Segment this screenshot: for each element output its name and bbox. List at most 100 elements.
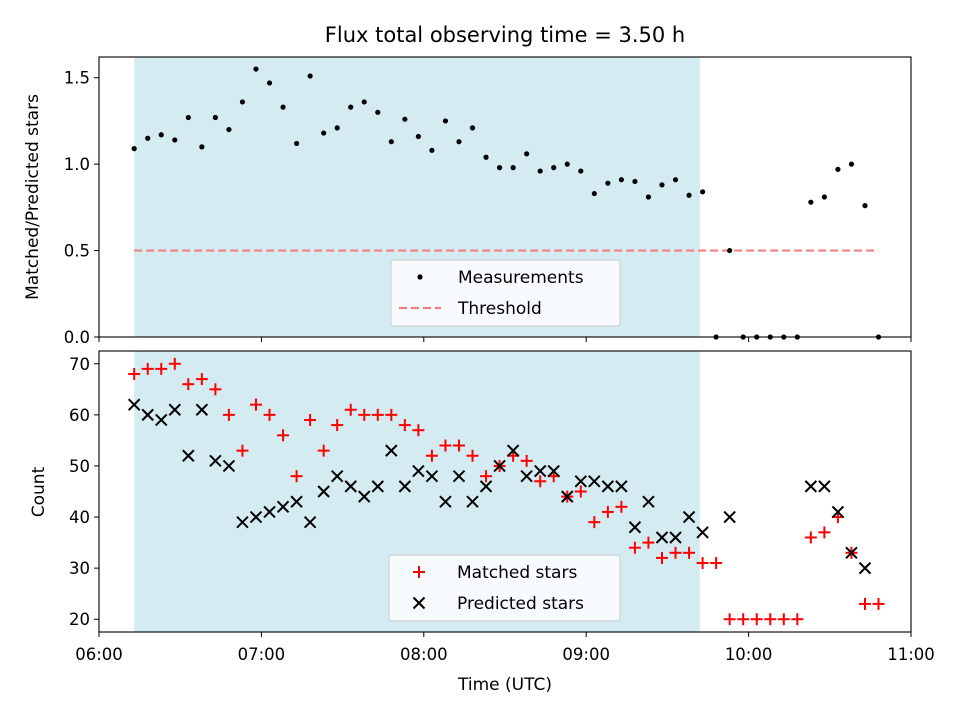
measurement-point	[686, 192, 692, 198]
matched-star-point	[696, 557, 709, 570]
measurement-point	[375, 109, 381, 115]
predicted-star-point	[412, 464, 425, 478]
predicted-star-point	[655, 531, 669, 544]
matched-star-point	[398, 419, 411, 432]
measurement-point	[591, 190, 597, 197]
matched-star-point	[439, 439, 452, 452]
matched-star-point	[425, 449, 438, 462]
predicted-star-point	[168, 403, 181, 416]
matched-star-point	[209, 383, 222, 396]
y-tick-label: 0.5	[64, 242, 90, 261]
predicted-star-point	[155, 413, 168, 427]
measurement-point	[348, 104, 354, 110]
measurement-point	[659, 182, 665, 188]
matched-star-point	[452, 439, 465, 452]
legend-box	[388, 554, 621, 622]
predicted-star-point	[493, 459, 506, 473]
measurement-point	[645, 194, 652, 200]
x-tick-label: 11:00	[887, 645, 935, 664]
legend-label-predicted: Predicted stars	[457, 594, 584, 614]
predicted-star-point	[385, 444, 398, 457]
measurement-point	[334, 125, 340, 131]
predicted-star-point	[398, 480, 412, 493]
measurement-point	[537, 168, 543, 174]
predicted-star-point	[642, 495, 655, 508]
matched-star-point	[182, 378, 195, 391]
matched-star-point	[195, 373, 208, 386]
predicted-star-point	[628, 521, 642, 534]
matched-star-point	[141, 362, 154, 375]
predicted-star-point	[209, 454, 222, 468]
measurement-point	[361, 99, 367, 105]
predicted-star-point	[452, 469, 466, 483]
matched-star-point	[168, 357, 181, 370]
matched-star-point	[777, 613, 790, 626]
bottom-y-axis-label: Count	[29, 466, 49, 517]
predicted-star-point	[236, 515, 249, 529]
matched-star-point	[588, 516, 601, 529]
measurement-point	[280, 104, 286, 110]
bottom-subplot: 20 30 40 50 60 70 06:00 07:00 08:00 09:00 10:00 11:…	[29, 350, 935, 695]
legend-marker-measurements	[417, 274, 423, 280]
legend-marker-matched	[413, 566, 425, 578]
predicted-star-point	[547, 464, 560, 478]
x-tick-label: 09:00	[562, 645, 610, 664]
predicted-star-point	[425, 469, 439, 483]
x-tick-label: 06:00	[75, 645, 123, 664]
predicted-star-point	[696, 526, 709, 539]
measurement-point	[415, 133, 421, 140]
matched-star-point	[412, 424, 425, 437]
y-tick-label: 30	[69, 559, 90, 578]
measurement-point	[727, 247, 733, 254]
matched-star-point	[601, 505, 614, 518]
predicted-star-point	[358, 490, 371, 503]
measurement-point	[618, 177, 624, 183]
matched-star-point	[804, 531, 817, 544]
predicted-star-point	[588, 475, 601, 488]
predicted-star-point	[601, 480, 615, 493]
predicted-star-point	[182, 449, 195, 462]
bottom-plot-frame	[98, 350, 912, 633]
matched-star-point	[655, 551, 668, 564]
matched-star-point	[290, 470, 303, 483]
predicted-star-point	[141, 408, 154, 422]
measurement-point	[672, 177, 679, 183]
measurement-point	[808, 199, 814, 205]
matched-star-point	[872, 597, 885, 610]
top-y-axis-label: Matched/Predicted stars	[23, 94, 43, 300]
y-tick-label: 20	[69, 610, 90, 629]
measurement-point	[632, 178, 638, 185]
measurement-point	[199, 144, 205, 150]
matched-star-point	[669, 546, 682, 559]
x-axis-label: Time (UTC)	[457, 675, 552, 695]
matched-star-point	[249, 398, 262, 411]
matched-star-point	[155, 362, 168, 375]
predicted-star-point	[831, 505, 845, 519]
predicted-star-point	[682, 510, 696, 524]
matched-star-point	[520, 454, 533, 467]
matched-star-point	[371, 408, 384, 421]
measurement-point	[145, 135, 151, 141]
measurement-point	[821, 194, 827, 200]
matched-star-point	[263, 408, 276, 421]
measurement-point	[253, 66, 259, 72]
chart-title: Flux total observing time = 3.50 h	[325, 23, 685, 47]
measurement-point	[564, 161, 570, 167]
bottom-legend: Matched stars Predicted stars	[388, 554, 621, 622]
legend-box	[390, 259, 621, 327]
matched-star-point	[331, 419, 344, 432]
top-subplot: 0.0 0.5 1.0 1.5 Matched/Predicted stars Mea…	[23, 56, 912, 347]
measurement-point	[239, 99, 246, 105]
matched-star-point	[818, 526, 831, 539]
predicted-star-point	[615, 480, 628, 493]
matched-star-point	[304, 413, 317, 426]
predicted-star-point	[249, 510, 263, 524]
measurement-point	[835, 166, 841, 172]
predicted-star-point	[520, 469, 533, 483]
predicted-star-point	[466, 495, 479, 508]
matched-star-point	[791, 613, 804, 626]
measurement-point	[212, 114, 218, 121]
measurement-point	[551, 165, 557, 171]
x-tick-label: 07:00	[238, 645, 286, 664]
